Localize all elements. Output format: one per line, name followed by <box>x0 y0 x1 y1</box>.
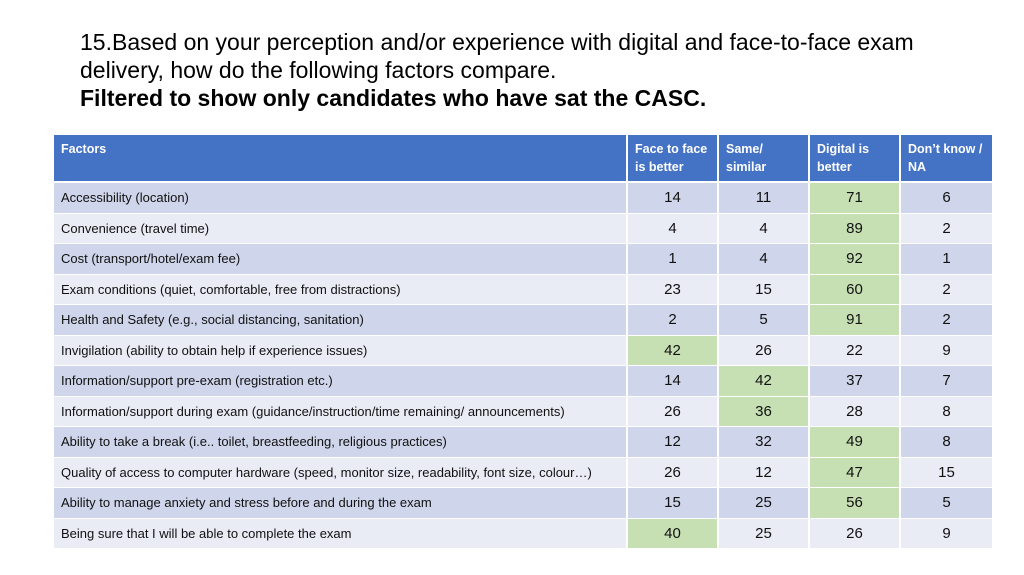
value-cell: 15 <box>901 457 992 488</box>
value-cell: 49 <box>810 427 901 458</box>
table-row: Health and Safety (e.g., social distanci… <box>54 305 992 336</box>
value-cell: 5 <box>901 488 992 519</box>
value-cell: 11 <box>719 183 810 214</box>
title-line-1: 15.Based on your perception and/or exper… <box>80 29 914 55</box>
value-cell: 36 <box>719 396 810 427</box>
table-row: Ability to manage anxiety and stress bef… <box>54 488 992 519</box>
factor-cell: Ability to manage anxiety and stress bef… <box>54 488 628 519</box>
table-row: Exam conditions (quiet, comfortable, fre… <box>54 274 992 305</box>
factors-comparison-table: Factors Face to face is better Same/ sim… <box>54 135 992 549</box>
value-cell: 6 <box>901 183 992 214</box>
table-row: Information/support during exam (guidanc… <box>54 396 992 427</box>
value-cell: 40 <box>628 518 719 549</box>
value-cell: 12 <box>628 427 719 458</box>
table-row: Ability to take a break (i.e.. toilet, b… <box>54 427 992 458</box>
value-cell: 15 <box>719 274 810 305</box>
factor-cell: Accessibility (location) <box>54 183 628 214</box>
header-dont-know-na: Don’t know / NA <box>901 135 992 183</box>
value-cell: 60 <box>810 274 901 305</box>
slide-title: 15.Based on your perception and/or exper… <box>80 28 980 112</box>
value-cell: 42 <box>628 335 719 366</box>
value-cell: 5 <box>719 305 810 336</box>
table-row: Convenience (travel time) 4 4 89 2 <box>54 213 992 244</box>
value-cell: 2 <box>901 213 992 244</box>
value-cell: 9 <box>901 335 992 366</box>
value-cell: 15 <box>628 488 719 519</box>
value-cell: 92 <box>810 244 901 275</box>
factor-cell: Exam conditions (quiet, comfortable, fre… <box>54 274 628 305</box>
value-cell: 37 <box>810 366 901 397</box>
value-cell: 4 <box>719 244 810 275</box>
value-cell: 47 <box>810 457 901 488</box>
value-cell: 1 <box>628 244 719 275</box>
value-cell: 23 <box>628 274 719 305</box>
header-factors: Factors <box>54 135 628 183</box>
value-cell: 71 <box>810 183 901 214</box>
factor-cell: Invigilation (ability to obtain help if … <box>54 335 628 366</box>
value-cell: 8 <box>901 396 992 427</box>
factor-cell: Health and Safety (e.g., social distanci… <box>54 305 628 336</box>
factor-cell: Being sure that I will be able to comple… <box>54 518 628 549</box>
table-row: Invigilation (ability to obtain help if … <box>54 335 992 366</box>
value-cell: 9 <box>901 518 992 549</box>
table-header-row: Factors Face to face is better Same/ sim… <box>54 135 992 183</box>
table-row: Quality of access to computer hardware (… <box>54 457 992 488</box>
value-cell: 91 <box>810 305 901 336</box>
value-cell: 14 <box>628 366 719 397</box>
factor-cell: Information/support during exam (guidanc… <box>54 396 628 427</box>
value-cell: 7 <box>901 366 992 397</box>
value-cell: 1 <box>901 244 992 275</box>
factor-cell: Convenience (travel time) <box>54 213 628 244</box>
value-cell: 2 <box>901 274 992 305</box>
table-body: Accessibility (location) 14 11 71 6 Convenien… <box>54 183 992 549</box>
value-cell: 8 <box>901 427 992 458</box>
value-cell: 12 <box>719 457 810 488</box>
title-line-2: delivery, how do the following factors c… <box>80 57 557 83</box>
table-row: Information/support pre-exam (registrati… <box>54 366 992 397</box>
header-face-to-face-better: Face to face is better <box>628 135 719 183</box>
table-row: Accessibility (location) 14 11 71 6 <box>54 183 992 214</box>
value-cell: 25 <box>719 518 810 549</box>
factor-cell: Ability to take a break (i.e.. toilet, b… <box>54 427 628 458</box>
value-cell: 25 <box>719 488 810 519</box>
header-same-similar: Same/ similar <box>719 135 810 183</box>
table-row: Being sure that I will be able to comple… <box>54 518 992 549</box>
value-cell: 26 <box>719 335 810 366</box>
value-cell: 26 <box>628 457 719 488</box>
factor-cell: Cost (transport/hotel/exam fee) <box>54 244 628 275</box>
value-cell: 42 <box>719 366 810 397</box>
value-cell: 32 <box>719 427 810 458</box>
title-filter-note: Filtered to show only candidates who hav… <box>80 85 707 111</box>
value-cell: 4 <box>628 213 719 244</box>
value-cell: 4 <box>719 213 810 244</box>
factor-cell: Information/support pre-exam (registrati… <box>54 366 628 397</box>
header-digital-better: Digital is better <box>810 135 901 183</box>
value-cell: 22 <box>810 335 901 366</box>
value-cell: 26 <box>810 518 901 549</box>
value-cell: 28 <box>810 396 901 427</box>
value-cell: 26 <box>628 396 719 427</box>
value-cell: 56 <box>810 488 901 519</box>
value-cell: 14 <box>628 183 719 214</box>
factor-cell: Quality of access to computer hardware (… <box>54 457 628 488</box>
value-cell: 2 <box>901 305 992 336</box>
value-cell: 2 <box>628 305 719 336</box>
value-cell: 89 <box>810 213 901 244</box>
table-row: Cost (transport/hotel/exam fee) 1 4 92 1 <box>54 244 992 275</box>
